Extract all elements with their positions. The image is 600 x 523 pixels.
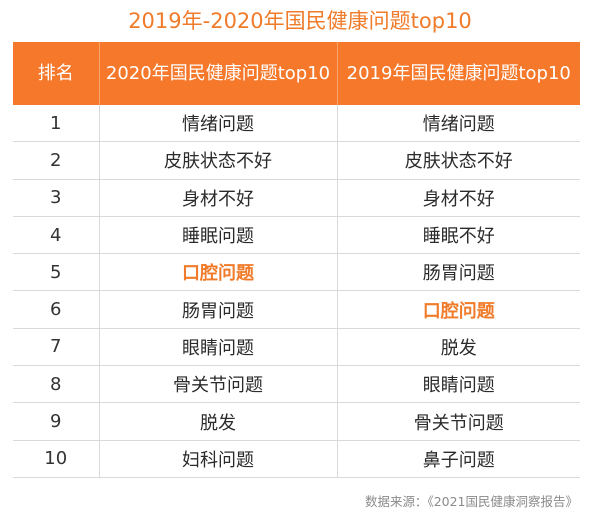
problem-2019-cell: 脱发: [337, 328, 580, 367]
problem-2019-cell: 睡眠不好: [337, 216, 580, 255]
table-row: 10 妇科问题 鼻子问题: [13, 440, 580, 478]
rank-cell: 4: [13, 216, 100, 255]
ranking-table: 排名 2020年国民健康问题top10 2019年国民健康问题top10 1 情绪…: [13, 42, 580, 478]
table-row: 2 皮肤状态不好 皮肤状态不好: [13, 141, 580, 180]
problem-2019-cell: 骨关节问题: [337, 402, 580, 441]
rank-cell: 6: [13, 290, 100, 329]
table-row: 1 情绪问题 情绪问题: [13, 105, 580, 143]
problem-2019-cell: 眼睛问题: [337, 365, 580, 404]
problem-2020-cell: 口腔问题: [99, 253, 338, 292]
rank-cell: 10: [13, 440, 100, 478]
problem-2020-cell: 身材不好: [99, 179, 338, 217]
rank-cell: 5: [13, 253, 100, 292]
problem-2019-cell: 身材不好: [337, 179, 580, 217]
rank-cell: 9: [13, 402, 100, 441]
page-title: 2019年-2020年国民健康问题top10: [128, 9, 472, 33]
problem-2020-cell: 骨关节问题: [99, 365, 338, 404]
rank-cell: 8: [13, 365, 100, 404]
problem-2020-cell: 情绪问题: [99, 105, 338, 143]
problem-2020-cell: 肠胃问题: [99, 290, 338, 329]
problem-2019-cell: 情绪问题: [337, 105, 580, 143]
source-note: 数据来源：《2021国民健康洞察报告》: [364, 494, 578, 509]
table-body: 1 情绪问题 情绪问题 2 皮肤状态不好 皮肤状态不好 3 身材不好 身材不好 4 睡眠问题 睡眠不好…: [13, 105, 580, 478]
table-row: 3 身材不好 身材不好: [13, 179, 580, 217]
header-2020: 2020年国民健康问题top10: [99, 42, 338, 105]
rank-cell: 2: [13, 141, 100, 180]
table-row: 4 睡眠问题 睡眠不好: [13, 216, 580, 255]
problem-2020-cell: 睡眠问题: [99, 216, 338, 255]
problem-2019-cell: 口腔问题: [337, 290, 580, 329]
problem-2019-cell: 肠胃问题: [337, 253, 580, 292]
problem-2019-cell: 鼻子问题: [337, 440, 580, 478]
table-header-row: 排名 2020年国民健康问题top10 2019年国民健康问题top10: [13, 42, 580, 105]
header-rank: 排名: [13, 42, 100, 105]
table-row: 7 眼睛问题 脱发: [13, 328, 580, 367]
problem-2020-cell: 妇科问题: [99, 440, 338, 478]
header-2019: 2019年国民健康问题top10: [337, 42, 580, 105]
table-row: 5 口腔问题 肠胃问题: [13, 253, 580, 292]
problem-2020-cell: 脱发: [99, 402, 338, 441]
problem-2020-cell: 眼睛问题: [99, 328, 338, 367]
table-row: 9 脱发 骨关节问题: [13, 402, 580, 441]
table-row: 6 肠胃问题 口腔问题: [13, 290, 580, 329]
rank-cell: 3: [13, 179, 100, 217]
rank-cell: 1: [13, 105, 100, 143]
table-row: 8 骨关节问题 眼睛问题: [13, 365, 580, 404]
problem-2019-cell: 皮肤状态不好: [337, 141, 580, 180]
rank-cell: 7: [13, 328, 100, 367]
problem-2020-cell: 皮肤状态不好: [99, 141, 338, 180]
